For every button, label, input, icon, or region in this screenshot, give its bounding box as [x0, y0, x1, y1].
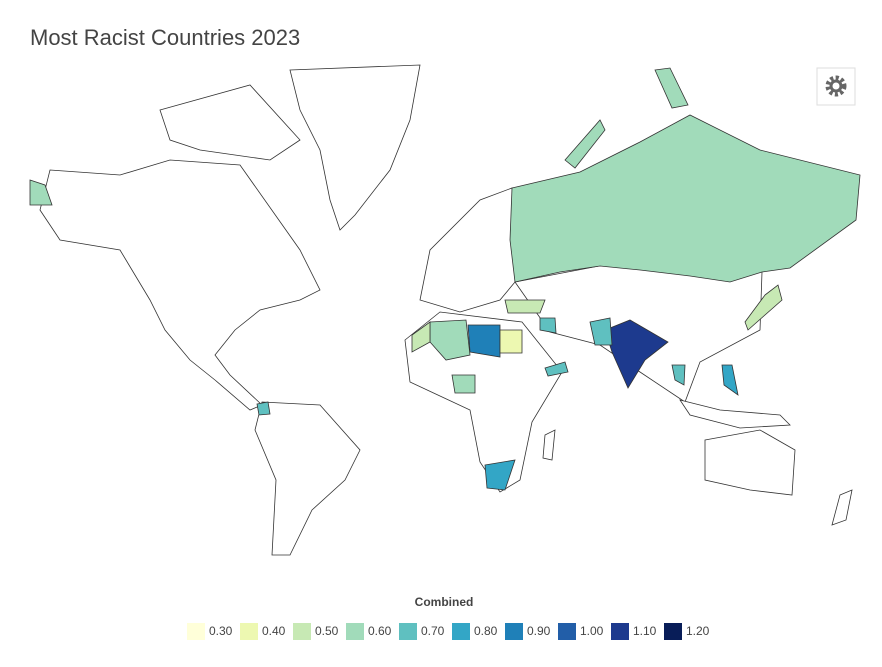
legend-swatch — [240, 623, 258, 640]
legend-label: 0.90 — [527, 624, 551, 638]
legend-swatch — [452, 623, 470, 640]
legend-label: 0.40 — [262, 624, 286, 638]
legend-label: 0.60 — [368, 624, 392, 638]
legend-swatch — [505, 623, 523, 640]
legend-label: 0.30 — [209, 624, 233, 638]
legend-title: Combined — [415, 595, 474, 609]
philippines — [721, 364, 739, 396]
indonesia — [679, 399, 791, 429]
legend-swatch — [399, 623, 417, 640]
egypt — [499, 329, 523, 354]
arctic-islands — [159, 84, 301, 161]
arctic-archipelago — [654, 67, 689, 109]
turkey — [504, 299, 546, 314]
legend-label: 1.20 — [686, 624, 710, 638]
australia — [704, 429, 796, 496]
ecuador — [256, 401, 271, 416]
morocco — [411, 321, 431, 353]
thailand — [671, 364, 686, 386]
madagascar — [542, 429, 556, 461]
legend-swatch — [187, 623, 205, 640]
south-america — [254, 401, 361, 556]
russia — [509, 114, 861, 283]
north-america — [39, 159, 321, 411]
legend-label: 0.50 — [315, 624, 339, 638]
iraq — [539, 317, 557, 334]
legend-swatch — [346, 623, 364, 640]
legend-label: 1.00 — [580, 624, 604, 638]
nigeria — [451, 374, 476, 394]
libya — [467, 324, 501, 358]
new-zealand — [831, 489, 853, 526]
south-africa — [484, 459, 516, 491]
legend-swatch — [664, 623, 682, 640]
legend-swatch — [558, 623, 576, 640]
india — [604, 319, 669, 389]
greenland — [289, 64, 421, 231]
legend-label: 1.10 — [633, 624, 657, 638]
map-title: Most Racist Countries 2023 — [30, 25, 300, 50]
gear-button[interactable] — [816, 67, 856, 106]
gear-ring[interactable] — [829, 79, 843, 93]
map — [29, 64, 861, 556]
legend-swatch — [293, 623, 311, 640]
legend-label: 0.80 — [474, 624, 498, 638]
europe — [419, 187, 516, 313]
yemen — [544, 361, 569, 377]
novaya-zemlya — [564, 119, 606, 169]
alaska-tip — [29, 179, 53, 206]
gear-teeth[interactable] — [825, 75, 847, 97]
legend-label: 0.70 — [421, 624, 445, 638]
gear-box[interactable] — [816, 67, 856, 106]
legend: 0.30 0.40 0.50 0.60 0.70 0.80 0.90 1.00 1.10 1.20 — [187, 623, 710, 640]
japan — [744, 284, 783, 331]
pakistan — [589, 317, 613, 346]
legend-swatch — [611, 623, 629, 640]
